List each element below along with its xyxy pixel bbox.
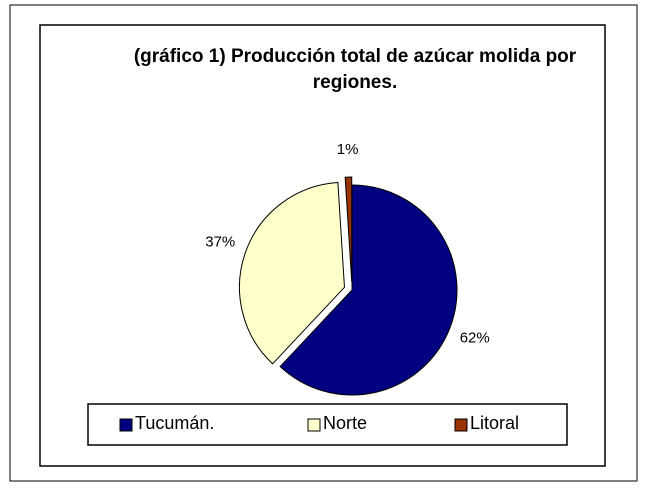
legend-swatch: [119, 418, 133, 432]
data-label: 1%: [337, 141, 359, 158]
chart-title: (gráfico 1) Producción total de azúcar m…: [133, 46, 577, 93]
data-label: 37%: [205, 234, 235, 251]
legend-box: [87, 403, 568, 446]
pie-slice: [279, 184, 458, 396]
data-label: 62%: [460, 330, 490, 347]
legend-label: Norte: [323, 413, 367, 433]
pie-slice: [344, 176, 353, 283]
legend-label: Tucumán.: [135, 413, 214, 433]
pie-slice: [238, 181, 345, 365]
legend-swatch: [307, 418, 321, 432]
legend-swatch: [454, 418, 468, 432]
legend-label: Litoral: [470, 413, 519, 433]
